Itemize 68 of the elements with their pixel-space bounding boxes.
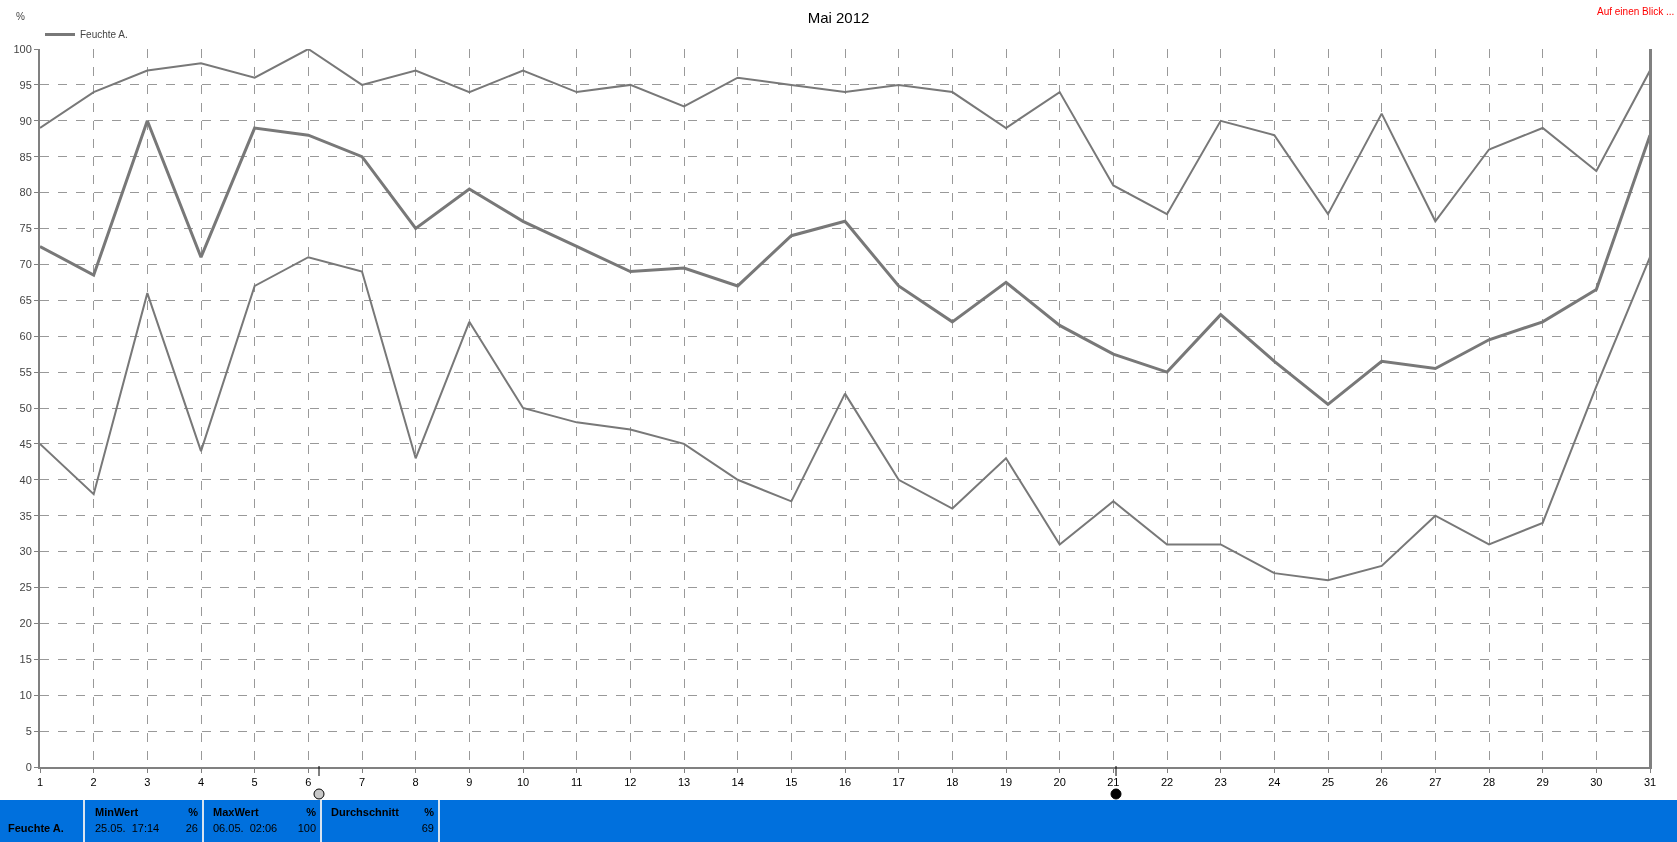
y-tick-label: 65 bbox=[19, 294, 32, 307]
chart-title: Mai 2012 bbox=[807, 9, 870, 27]
x-tick-label: 7 bbox=[358, 776, 366, 789]
y-tick-label: 100 bbox=[13, 42, 32, 55]
x-tick-label: 28 bbox=[1482, 776, 1496, 789]
text: Auf einen Blick ... bbox=[1597, 6, 1675, 17]
y-tick-label: 5 bbox=[25, 724, 32, 737]
y-tick-label: 30 bbox=[19, 545, 32, 558]
text: 06.05. 02:06 bbox=[213, 822, 278, 834]
y-tick-label: 90 bbox=[19, 114, 32, 127]
x-tick-label: 12 bbox=[624, 776, 637, 789]
x-tick-label: 29 bbox=[1536, 776, 1549, 789]
y-tick-label: 20 bbox=[19, 617, 32, 630]
x-tick-label: 21 bbox=[1107, 776, 1120, 789]
x-tick-label: 11 bbox=[570, 776, 583, 789]
x-tick-label: 2 bbox=[90, 776, 97, 789]
text: MinWert bbox=[95, 806, 139, 818]
y-tick-label: 35 bbox=[19, 509, 32, 522]
x-tick-label: 6 bbox=[305, 776, 312, 789]
x-tick-label: 25 bbox=[1321, 776, 1335, 789]
x-tick-label: 24 bbox=[1268, 776, 1281, 789]
y-tick-label: 50 bbox=[19, 401, 32, 414]
x-tick-label: 14 bbox=[731, 776, 744, 789]
y-tick-label: 10 bbox=[19, 689, 32, 702]
x-tick-label: 23 bbox=[1214, 776, 1227, 789]
x-tick-label: 22 bbox=[1160, 776, 1174, 789]
text: 100 bbox=[297, 822, 316, 834]
x-tick-label: 8 bbox=[412, 776, 419, 789]
y-tick-label: 55 bbox=[19, 365, 32, 378]
x-tick-label: 10 bbox=[516, 776, 530, 789]
text: 25.05. 17:14 bbox=[95, 822, 160, 834]
x-tick-label: 30 bbox=[1590, 776, 1603, 789]
text: Durchschnitt bbox=[331, 806, 399, 818]
x-tick-label: 18 bbox=[946, 776, 959, 789]
text: MaxWert bbox=[213, 806, 259, 818]
text: % bbox=[188, 806, 198, 818]
y-tick-label: 95 bbox=[19, 78, 32, 91]
text: % bbox=[306, 806, 316, 818]
x-tick-label: 15 bbox=[785, 776, 798, 789]
x-tick-label: 20 bbox=[1053, 776, 1066, 789]
x-tick-label: 19 bbox=[999, 776, 1013, 789]
x-tick-label: 4 bbox=[197, 776, 205, 789]
x-tick-label: 26 bbox=[1375, 776, 1388, 789]
y-tick-label: 40 bbox=[19, 473, 32, 486]
y-tick-label: 15 bbox=[19, 653, 32, 666]
y-axis-title: % bbox=[16, 11, 25, 22]
y-tick-label: 70 bbox=[19, 258, 32, 271]
x-tick-label: 31 bbox=[1643, 776, 1657, 789]
x-tick-label: 5 bbox=[251, 776, 258, 789]
x-tick-label: 9 bbox=[466, 776, 473, 789]
y-tick-label: 60 bbox=[19, 330, 32, 343]
x-tick-label: 13 bbox=[677, 776, 691, 789]
y-tick-label: 85 bbox=[19, 150, 32, 163]
y-tick-label: 45 bbox=[19, 437, 32, 450]
y-tick-label: 25 bbox=[19, 581, 32, 594]
x-tick-label: 16 bbox=[838, 776, 852, 789]
y-tick-label: 75 bbox=[19, 222, 32, 235]
text: 26 bbox=[185, 822, 198, 834]
text: Feuchte A. bbox=[8, 822, 64, 834]
y-tick-label: 80 bbox=[19, 186, 32, 199]
x-tick-label: 1 bbox=[36, 776, 44, 789]
legend-label: Feuchte A. bbox=[80, 29, 128, 41]
x-tick-label: 27 bbox=[1429, 776, 1442, 789]
x-tick-label: 3 bbox=[144, 776, 151, 789]
text: % bbox=[424, 806, 434, 818]
text: 69 bbox=[421, 822, 434, 834]
y-tick-label: 0 bbox=[25, 760, 32, 773]
x-tick-label: 17 bbox=[892, 776, 905, 789]
